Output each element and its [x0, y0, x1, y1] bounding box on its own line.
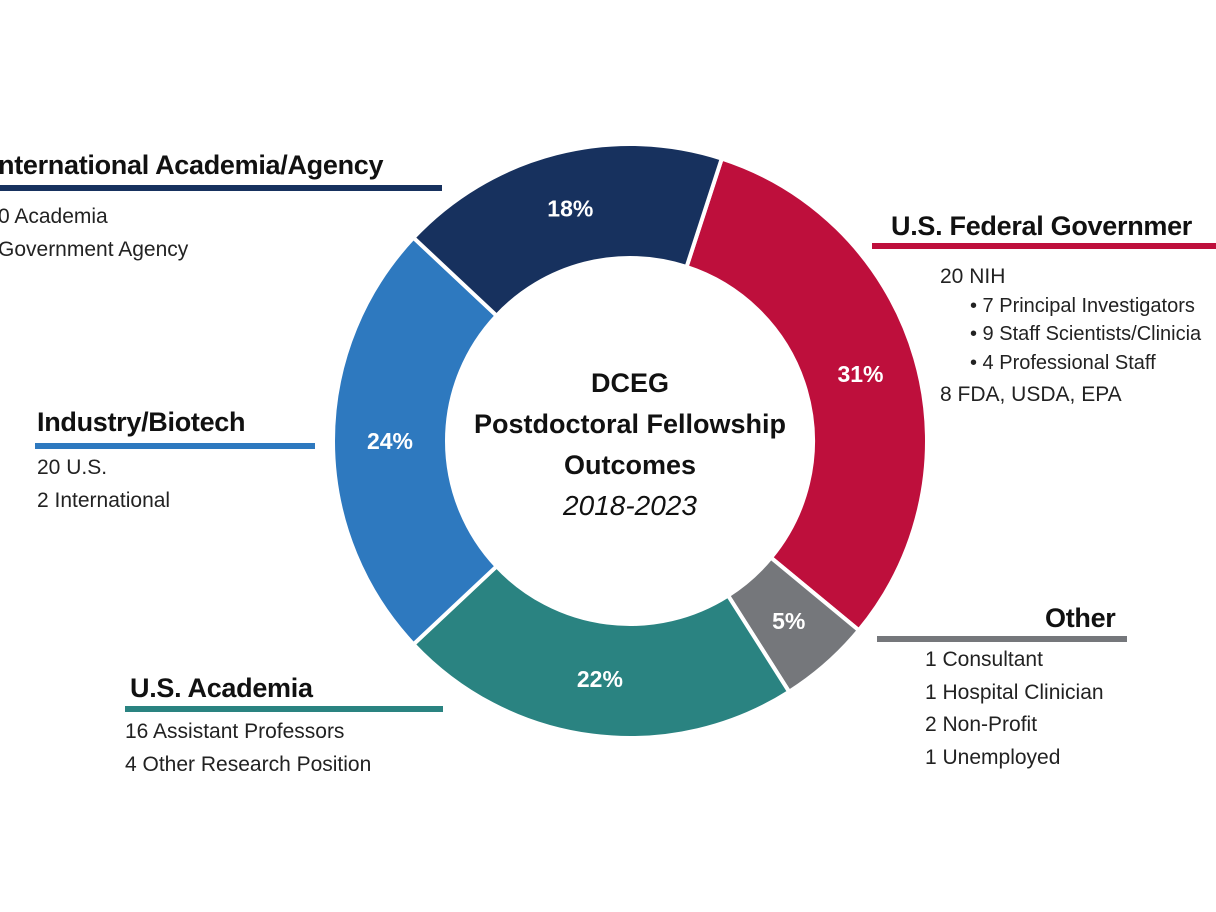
academia-item: 4 Other Research Position: [125, 753, 372, 776]
federal-bar: [872, 243, 1216, 249]
slice-international-academia-agency: [410, 142, 725, 319]
slice-label-international-academia-agency: 18%: [547, 196, 593, 222]
center-title-line-2: Postdoctoral Fellowship: [473, 409, 787, 439]
federal-item: • 7 Principal Investigators: [970, 295, 1195, 317]
slice-label-industry-biotech: 24%: [367, 428, 413, 454]
industry-bar: [35, 443, 315, 449]
other-item: 1 Hospital Clinician: [925, 681, 1104, 704]
center-title-line-3: Outcomes: [563, 450, 697, 480]
other-bar: [877, 636, 1127, 642]
federal-title: U.S. Federal Governmer: [891, 211, 1193, 241]
other-item: 1 Consultant: [925, 648, 1043, 671]
other-item: 2 Non-Profit: [925, 713, 1038, 736]
slice-label-other: 5%: [772, 608, 805, 634]
industry-item: 2 International: [37, 489, 171, 512]
industry-item: 20 U.S.: [37, 456, 108, 479]
other-title: Other: [1045, 603, 1116, 633]
slice-u-s-federal-government: [684, 156, 929, 634]
federal-item: 20 NIH: [940, 265, 1006, 288]
international-item: Government Agency: [0, 238, 189, 261]
slice-u-s-academia: [410, 563, 792, 740]
academia-item: 16 Assistant Professors: [125, 720, 345, 743]
industry-title: Industry/Biotech: [37, 407, 246, 437]
academia-title: U.S. Academia: [130, 673, 313, 703]
center-subtitle: 2018-2023: [563, 490, 697, 521]
international-item: 0 Academia: [0, 205, 108, 228]
other-item: 1 Unemployed: [925, 746, 1061, 769]
center-title-line-1: DCEG: [590, 368, 669, 398]
federal-item: • 9 Staff Scientists/Clinicia: [970, 323, 1202, 345]
international-title: nternational Academia/Agency: [0, 150, 384, 180]
federal-item: 8 FDA, USDA, EPA: [940, 383, 1122, 406]
slice-label-u-s-academia: 22%: [577, 666, 623, 692]
federal-item: • 4 Professional Staff: [970, 352, 1156, 374]
academia-bar: [125, 706, 443, 712]
slice-label-u-s-federal-government: 31%: [837, 361, 883, 387]
international-bar: [0, 185, 442, 191]
slice-industry-biotech: [331, 234, 500, 648]
